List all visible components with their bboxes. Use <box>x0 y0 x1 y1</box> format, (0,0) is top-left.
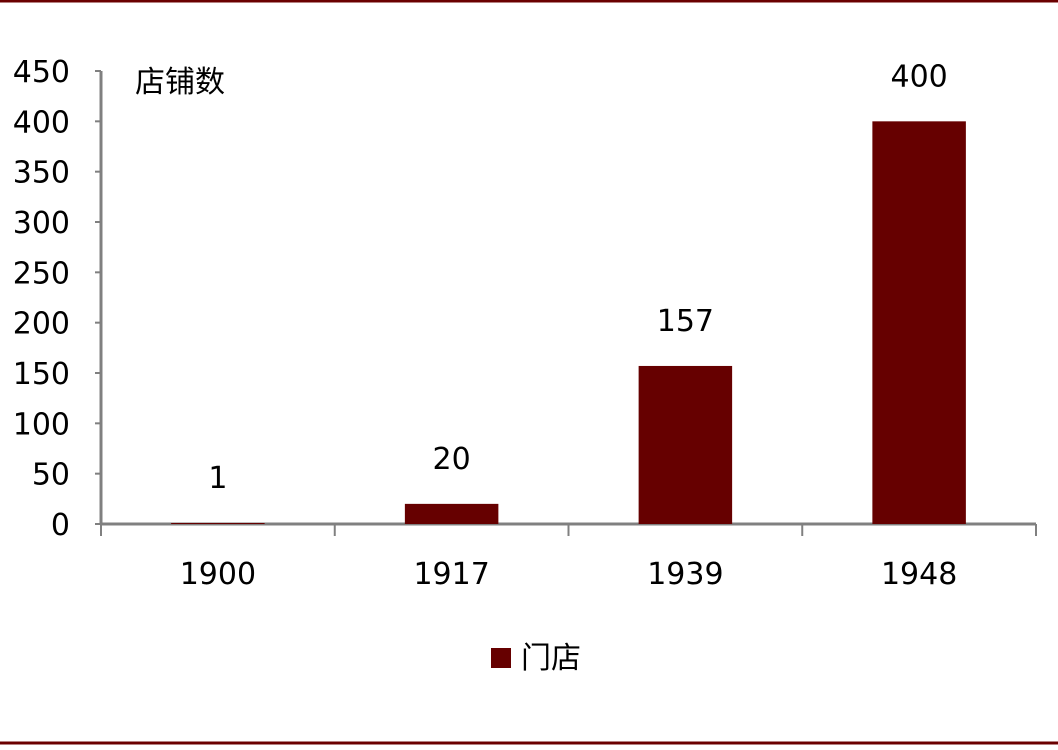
x-tick-label: 1917 <box>413 557 489 592</box>
legend-label: 门店 <box>521 641 581 676</box>
data-label: 400 <box>890 59 947 94</box>
y-tick-label: 450 <box>13 55 70 90</box>
y-tick-label: 50 <box>32 458 70 493</box>
y-tick-label: 400 <box>13 105 70 140</box>
x-tick-label: 1939 <box>647 557 723 592</box>
x-axis: 1900 1917 1939 1948 <box>100 522 1037 592</box>
y-tick-label: 200 <box>13 307 70 342</box>
legend-swatch <box>491 648 511 668</box>
legend: 门店 <box>491 641 581 676</box>
data-label: 20 <box>433 442 471 477</box>
bar-1948 <box>872 121 966 524</box>
bar-series <box>171 121 966 524</box>
data-label: 157 <box>657 304 714 339</box>
y-tick-label: 150 <box>13 357 70 392</box>
y-tick-label: 100 <box>13 407 70 442</box>
y-tick-label: 350 <box>13 156 70 191</box>
x-tick-label: 1948 <box>881 557 957 592</box>
bar-1939 <box>638 365 733 524</box>
y-axis: 0 50 100 150 200 250 300 350 400 450 <box>13 55 103 543</box>
x-tick-label: 1900 <box>180 557 256 592</box>
bar-1917 <box>404 503 499 524</box>
y-axis-label: 店铺数 <box>135 65 225 100</box>
data-label: 1 <box>208 461 227 496</box>
data-labels: 1 20 157 400 <box>208 59 947 496</box>
y-tick-label: 0 <box>51 508 70 543</box>
y-tick-label: 250 <box>13 256 70 291</box>
y-tick-label: 300 <box>13 206 70 241</box>
bar-1900 <box>171 522 265 524</box>
